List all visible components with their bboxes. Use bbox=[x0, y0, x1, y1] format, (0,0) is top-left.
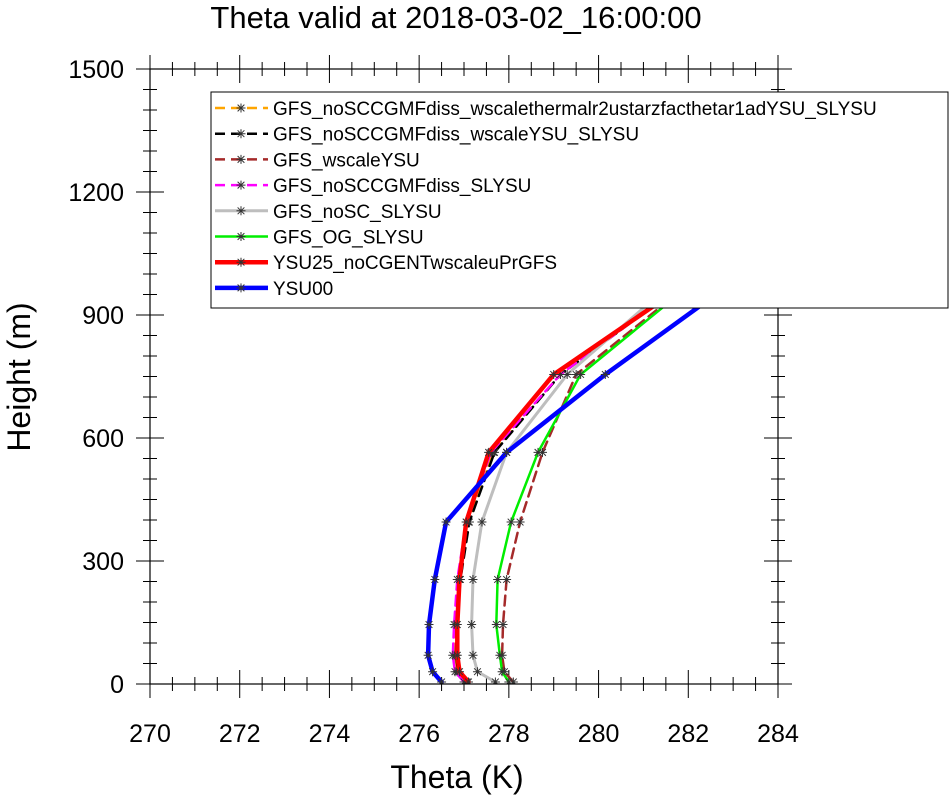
data-point-marker bbox=[498, 620, 508, 630]
x-tick-label: 274 bbox=[309, 720, 351, 748]
data-point-marker bbox=[441, 517, 451, 527]
data-point-marker bbox=[430, 574, 440, 584]
x-tick-label: 270 bbox=[129, 720, 171, 748]
y-tick-label: 900 bbox=[82, 302, 124, 330]
x-tick-label: 276 bbox=[398, 720, 440, 748]
legend-label: GFS_noSC_SLYSU bbox=[273, 202, 442, 223]
y-tick-label: 0 bbox=[110, 671, 124, 699]
data-point-marker bbox=[423, 650, 433, 660]
data-point-marker bbox=[455, 574, 465, 584]
data-point-marker bbox=[549, 369, 559, 379]
data-point-marker bbox=[467, 620, 477, 630]
legend-label: GFS_noSCCGMFdiss_wscaleYSU_SLYSU bbox=[273, 125, 639, 146]
data-point-marker bbox=[495, 650, 505, 660]
data-point-marker bbox=[472, 667, 482, 677]
data-point-marker bbox=[562, 369, 572, 379]
x-tick-label: 280 bbox=[578, 720, 620, 748]
legend-label: GFS_noSCCGMFdiss_wscalethermalr2ustarzfa… bbox=[273, 99, 877, 120]
data-point-marker bbox=[504, 677, 514, 684]
legend: GFS_noSCCGMFdiss_wscalethermalr2ustarzfa… bbox=[210, 91, 949, 309]
chart-title: Theta valid at 2018-03-02_16:00:00 bbox=[210, 0, 701, 35]
y-tick-label: 300 bbox=[82, 548, 124, 576]
legend-marker bbox=[236, 283, 246, 293]
y-tick-label: 600 bbox=[82, 425, 124, 453]
series-line bbox=[455, 210, 778, 684]
data-point-marker bbox=[452, 650, 462, 660]
legend-marker bbox=[236, 180, 246, 190]
y-tick-label: 1200 bbox=[68, 179, 124, 207]
data-point-marker bbox=[477, 517, 487, 527]
data-point-marker bbox=[437, 677, 447, 684]
series-6 bbox=[491, 208, 778, 684]
data-point-marker bbox=[491, 620, 501, 630]
data-point-marker bbox=[493, 574, 503, 584]
legend-box bbox=[210, 91, 949, 309]
legend-marker bbox=[236, 154, 246, 164]
axis-ticks: 270 272 274 276 278 280 282 284 0 300 600 900 1200 15… bbox=[68, 55, 799, 748]
data-point-marker bbox=[497, 667, 507, 677]
data-point-marker bbox=[600, 369, 610, 379]
legend-marker bbox=[236, 206, 246, 216]
y-axis-label: Height (m) bbox=[1, 302, 37, 451]
y-tick-label: 1500 bbox=[68, 56, 124, 84]
data-point-marker bbox=[484, 447, 494, 457]
data-point-marker bbox=[468, 650, 478, 660]
data-point-marker bbox=[555, 369, 565, 379]
data-point-marker bbox=[468, 574, 478, 584]
data-point-marker bbox=[576, 369, 586, 379]
x-axis-label: Theta (K) bbox=[390, 759, 523, 795]
data-point-marker bbox=[502, 447, 512, 457]
x-tick-label: 284 bbox=[757, 720, 799, 748]
legend-marker bbox=[236, 129, 246, 139]
x-tick-label: 272 bbox=[219, 720, 261, 748]
data-point-marker bbox=[502, 574, 512, 584]
data-point-marker bbox=[461, 517, 471, 527]
legend-label: YSU00 bbox=[273, 279, 333, 300]
legend-marker bbox=[236, 232, 246, 241]
data-point-marker bbox=[424, 620, 434, 630]
x-tick-label: 282 bbox=[667, 720, 709, 748]
data-point-marker bbox=[490, 677, 500, 684]
data-point-marker bbox=[533, 447, 543, 457]
data-point-marker bbox=[515, 517, 525, 527]
data-point-marker bbox=[463, 677, 473, 684]
x-tick-label: 278 bbox=[488, 720, 530, 748]
legend-marker bbox=[236, 103, 246, 113]
data-point-marker bbox=[452, 620, 462, 630]
plot-frame bbox=[149, 68, 779, 685]
legend-label: GFS_OG_SLYSU bbox=[273, 228, 424, 249]
legend-marker bbox=[236, 257, 246, 267]
data-point-marker bbox=[455, 667, 465, 677]
legend-label: GFS_noSCCGMFdiss_SLYSU bbox=[273, 176, 531, 197]
series-line bbox=[495, 211, 778, 684]
data-point-marker bbox=[428, 667, 438, 677]
legend-label: YSU25_noCGENTwscaleuPrGFS bbox=[273, 253, 557, 274]
legend-label: GFS_wscaleYSU bbox=[273, 150, 420, 171]
series-line bbox=[500, 211, 778, 684]
data-point-marker bbox=[506, 517, 516, 527]
